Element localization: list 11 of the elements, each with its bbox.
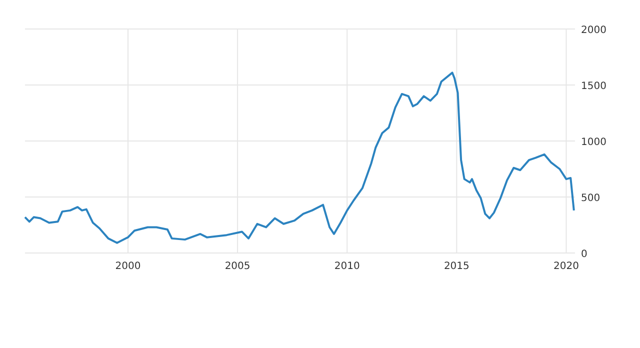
y-tick-label: 2000 — [581, 25, 606, 36]
x-tick-label: 2005 — [224, 261, 250, 272]
y-tick-label: 0 — [581, 249, 588, 260]
y-tick-label: 500 — [581, 193, 600, 204]
x-tick-label: 2000 — [115, 261, 141, 272]
y-tick-label: 1000 — [581, 137, 606, 148]
x-tick-label: 2010 — [334, 261, 360, 272]
x-tick-label: 2020 — [554, 261, 579, 272]
y-tick-label: 1500 — [581, 81, 606, 92]
line-series — [24, 72, 575, 244]
x-tick-label: 2015 — [444, 261, 470, 272]
